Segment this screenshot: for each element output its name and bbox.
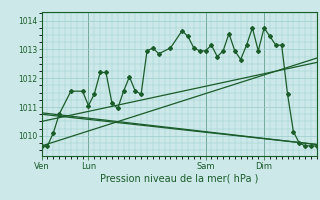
X-axis label: Pression niveau de la mer( hPa ): Pression niveau de la mer( hPa ) [100,173,258,183]
